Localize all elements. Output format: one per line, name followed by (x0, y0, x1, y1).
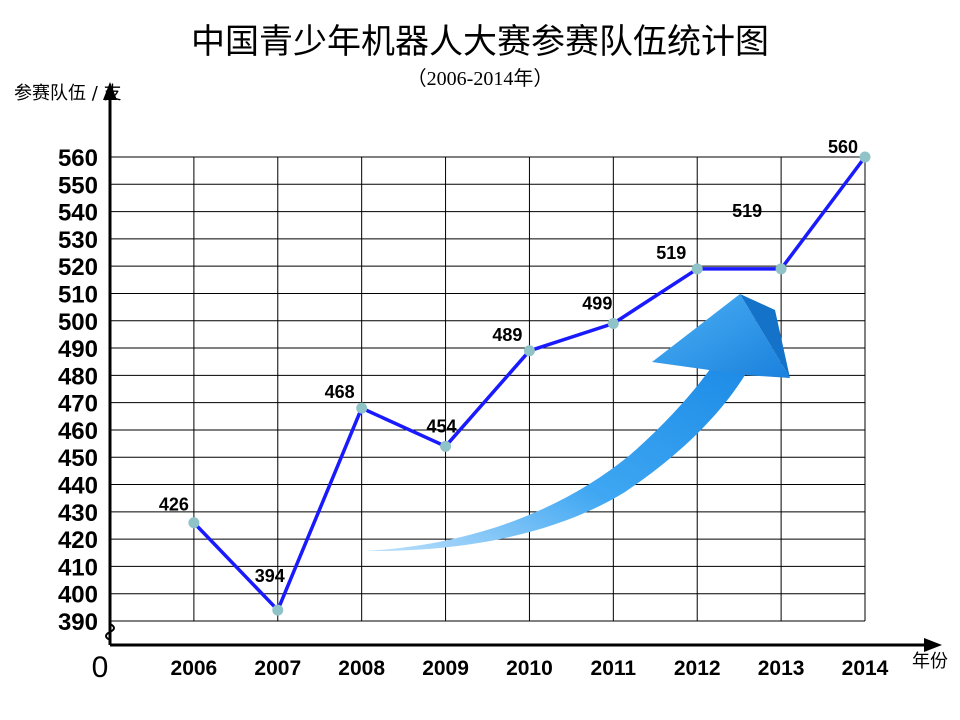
data-point (188, 517, 200, 529)
arrow-body-shape (365, 355, 745, 552)
y-tick-label: 430 (58, 500, 98, 527)
x-tick-label: 2009 (422, 657, 469, 680)
axis-labels: 3904004104204304404504604704804905005105… (14, 83, 948, 684)
y-axis-title: 参赛队伍 / 支 (14, 83, 122, 104)
y-tick-label: 410 (58, 554, 98, 581)
arrow-head-side-shape (740, 294, 790, 378)
x-tick-label: 2014 (842, 657, 889, 680)
data-label: 394 (255, 566, 285, 586)
data-point (607, 317, 619, 329)
data-label: 468 (325, 382, 355, 402)
grid (110, 156, 866, 622)
x-tick-label: 2012 (674, 657, 721, 680)
data-point (523, 345, 535, 357)
data-label: 426 (159, 495, 189, 515)
x-tick-label: 2011 (591, 657, 637, 680)
y-tick-label: 390 (58, 609, 98, 636)
chart-subtitle: （2006-2014年） (406, 68, 554, 90)
data-series: 426 394 468 454 489 499 519 519 560 (159, 137, 871, 616)
x-tick-label: 2013 (758, 657, 805, 680)
x-tick-label: 2007 (254, 657, 301, 680)
y-tick-label: 470 (58, 391, 98, 418)
y-tick-label: 500 (58, 309, 98, 336)
axes (103, 82, 942, 652)
x-axis-arrowhead (924, 638, 942, 652)
data-label: 489 (492, 325, 522, 345)
y-tick-label: 450 (58, 445, 98, 472)
y-tick-label: 540 (58, 200, 98, 227)
y-tick-label: 520 (58, 254, 98, 281)
data-label: 519 (656, 243, 686, 263)
data-point (775, 263, 787, 275)
y-tick-label: 560 (58, 145, 98, 172)
origin-label: 0 (92, 651, 109, 684)
data-label: 519 (732, 201, 762, 221)
y-tick-label: 420 (58, 527, 98, 554)
y-tick-label: 510 (58, 281, 98, 308)
data-point (356, 402, 368, 414)
arrow-head-shape (652, 294, 790, 378)
data-point (272, 604, 284, 616)
x-tick-label: 2006 (171, 657, 218, 680)
data-point (859, 151, 871, 163)
axis-break-mark (105, 623, 115, 641)
data-point (440, 440, 452, 452)
y-tick-label: 440 (58, 473, 98, 500)
y-tick-label: 460 (58, 418, 98, 445)
y-tick-label: 400 (58, 582, 98, 609)
y-axis-arrowhead (103, 82, 117, 100)
data-label: 499 (582, 293, 612, 313)
chart-title: 中国青少年机器人大赛参赛队伍统计图 (191, 22, 769, 62)
y-tick-label: 480 (58, 363, 98, 390)
data-label: 560 (828, 137, 858, 157)
y-tick-label: 490 (58, 336, 98, 363)
growth-arrow-decoration (365, 294, 790, 552)
x-tick-label: 2008 (338, 657, 385, 680)
data-label: 454 (427, 416, 457, 436)
y-tick-label: 530 (58, 227, 98, 254)
data-point (691, 263, 703, 275)
x-axis-title: 年份 (912, 651, 948, 672)
x-tick-label: 2010 (506, 657, 553, 680)
y-tick-label: 550 (58, 172, 98, 199)
